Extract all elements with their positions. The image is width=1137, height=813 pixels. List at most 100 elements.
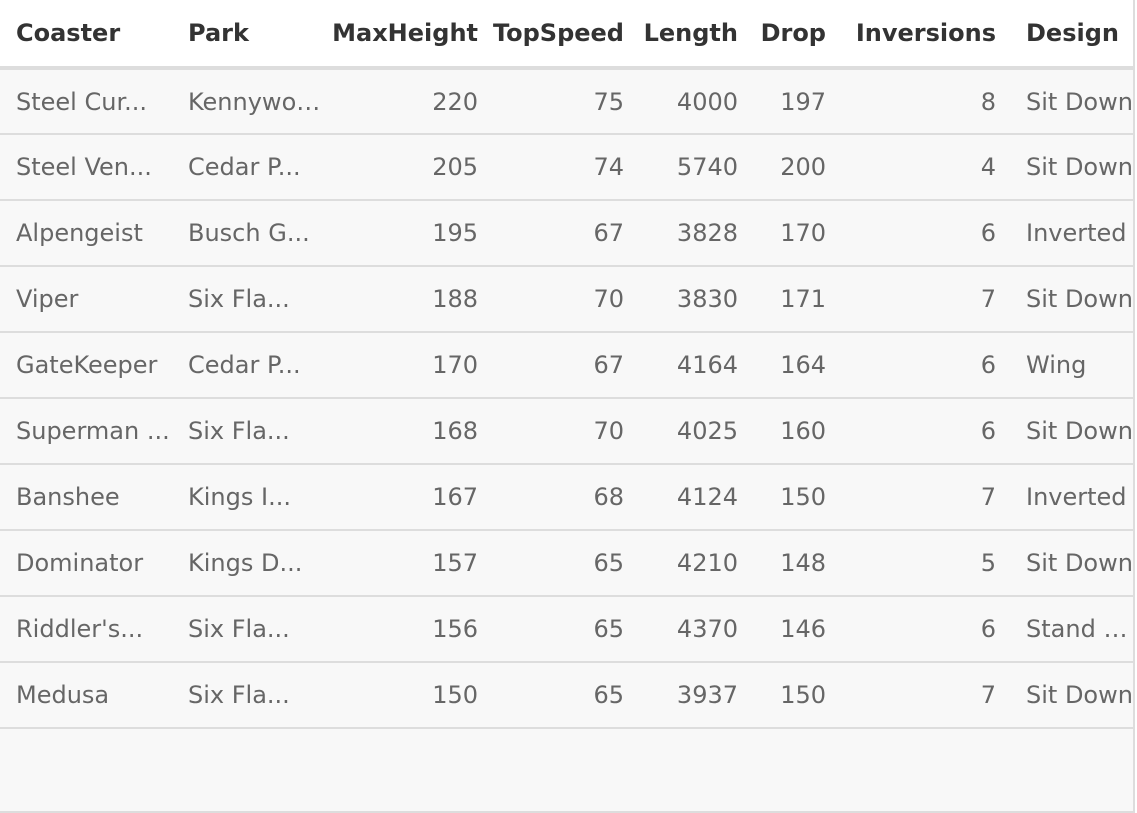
cell-length: 4370 [638,596,752,662]
cell-maxheight: 220 [322,68,492,134]
cell-length: 4025 [638,398,752,464]
table-row[interactable]: Superman ... Six Fla... 168 70 4025 160 6 Sit D… [0,398,1133,464]
cell-length: 3830 [638,266,752,332]
table-row[interactable]: Dominator Kings D... 157 65 4210 148 5 Sit Down [0,530,1133,596]
coaster-table: Coaster Park MaxHeight TopSpeed Length Drop In… [0,0,1133,728]
cell-design: Sit Down [1010,68,1133,134]
cell-length: 4210 [638,530,752,596]
column-header-length[interactable]: Length [638,0,752,70]
table-row[interactable]: Riddler's... Six Fla... 156 65 4370 146 6 Stand… [0,596,1133,662]
cell-drop: 170 [752,200,840,266]
cell-design: Wing [1010,332,1133,398]
cell-drop: 164 [752,332,840,398]
column-header-design[interactable]: Design [1010,0,1133,70]
cell-maxheight: 170 [322,332,492,398]
cell-inversions: 6 [840,398,1010,464]
table-row[interactable]: Viper Six Fla... 188 70 3830 171 7 Sit Down [0,266,1133,332]
cell-maxheight: 188 [322,266,492,332]
cell-park: Cedar P... [172,332,322,398]
header-row: Coaster Park MaxHeight TopSpeed Length Drop In… [0,0,1133,70]
cell-drop: 146 [752,596,840,662]
cell-drop: 197 [752,68,840,134]
cell-drop: 200 [752,134,840,200]
table-row[interactable]: Steel Ven... Cedar P... 205 74 5740 200 4 Sit D… [0,134,1133,200]
cell-drop: 171 [752,266,840,332]
cell-topspeed: 75 [492,68,638,134]
cell-maxheight: 157 [322,530,492,596]
cell-drop: 160 [752,398,840,464]
cell-inversions: 6 [840,596,1010,662]
cell-park: Cedar P... [172,134,322,200]
cell-park: Kings I... [172,464,322,530]
cell-length: 4000 [638,68,752,134]
cell-coaster: Alpengeist [0,200,172,266]
cell-topspeed: 68 [492,464,638,530]
cell-drop: 150 [752,662,840,728]
cell-coaster: Banshee [0,464,172,530]
cell-topspeed: 70 [492,398,638,464]
cell-coaster: Dominator [0,530,172,596]
cell-topspeed: 70 [492,266,638,332]
cell-topspeed: 65 [492,530,638,596]
cell-inversions: 8 [840,68,1010,134]
cell-maxheight: 156 [322,596,492,662]
table-body: Steel Cur... Kennywood 220 75 4000 197 8 Sit Do… [0,68,1133,728]
cell-drop: 148 [752,530,840,596]
cell-park: Six Fla... [172,266,322,332]
cell-design: Sit Down [1010,530,1133,596]
cell-design: Inverted [1010,200,1133,266]
cell-topspeed: 65 [492,596,638,662]
cell-coaster: Steel Cur... [0,68,172,134]
cell-design: Sit Down [1010,662,1133,728]
cell-park: Six Fla... [172,662,322,728]
cell-coaster: Medusa [0,662,172,728]
cell-maxheight: 195 [322,200,492,266]
cell-inversions: 6 [840,200,1010,266]
cell-inversions: 7 [840,266,1010,332]
cell-inversions: 7 [840,464,1010,530]
cell-length: 3937 [638,662,752,728]
cell-length: 4164 [638,332,752,398]
column-header-drop[interactable]: Drop [752,0,840,70]
column-header-coaster[interactable]: Coaster [0,0,172,70]
column-header-park[interactable]: Park [172,0,322,70]
cell-park: Busch G... [172,200,322,266]
cell-topspeed: 67 [492,200,638,266]
cell-maxheight: 168 [322,398,492,464]
cell-park: Kings D... [172,530,322,596]
cell-coaster: GateKeeper [0,332,172,398]
column-header-maxheight[interactable]: MaxHeight [322,0,492,70]
cell-topspeed: 65 [492,662,638,728]
cell-length: 5740 [638,134,752,200]
table-row[interactable]: Alpengeist Busch G... 195 67 3828 170 6 Inverte… [0,200,1133,266]
cell-park: Six Fla... [172,398,322,464]
cell-coaster: Steel Ven... [0,134,172,200]
cell-inversions: 4 [840,134,1010,200]
cell-drop: 150 [752,464,840,530]
cell-design: Sit Down [1010,134,1133,200]
cell-inversions: 6 [840,332,1010,398]
cell-inversions: 7 [840,662,1010,728]
cell-coaster: Viper [0,266,172,332]
cell-design: Inverted [1010,464,1133,530]
column-header-inversions[interactable]: Inversions [840,0,1010,70]
table-row[interactable]: Medusa Six Fla... 150 65 3937 150 7 Sit Down [0,662,1133,728]
cell-inversions: 5 [840,530,1010,596]
cell-coaster: Superman ... [0,398,172,464]
cell-maxheight: 167 [322,464,492,530]
cell-design: Stand Up [1010,596,1133,662]
cell-park: Six Fla... [172,596,322,662]
column-header-topspeed[interactable]: TopSpeed [492,0,638,70]
table-row[interactable]: Banshee Kings I... 167 68 4124 150 7 Inverted [0,464,1133,530]
table-row[interactable]: GateKeeper Cedar P... 170 67 4164 164 6 Wing [0,332,1133,398]
table-row[interactable]: Steel Cur... Kennywood 220 75 4000 197 8 Sit Do… [0,68,1133,134]
cell-maxheight: 205 [322,134,492,200]
cell-coaster: Riddler's... [0,596,172,662]
cell-length: 3828 [638,200,752,266]
cell-design: Sit Down [1010,398,1133,464]
cell-topspeed: 67 [492,332,638,398]
cell-park: Kennywood [172,68,322,134]
cell-design: Sit Down [1010,266,1133,332]
cell-length: 4124 [638,464,752,530]
